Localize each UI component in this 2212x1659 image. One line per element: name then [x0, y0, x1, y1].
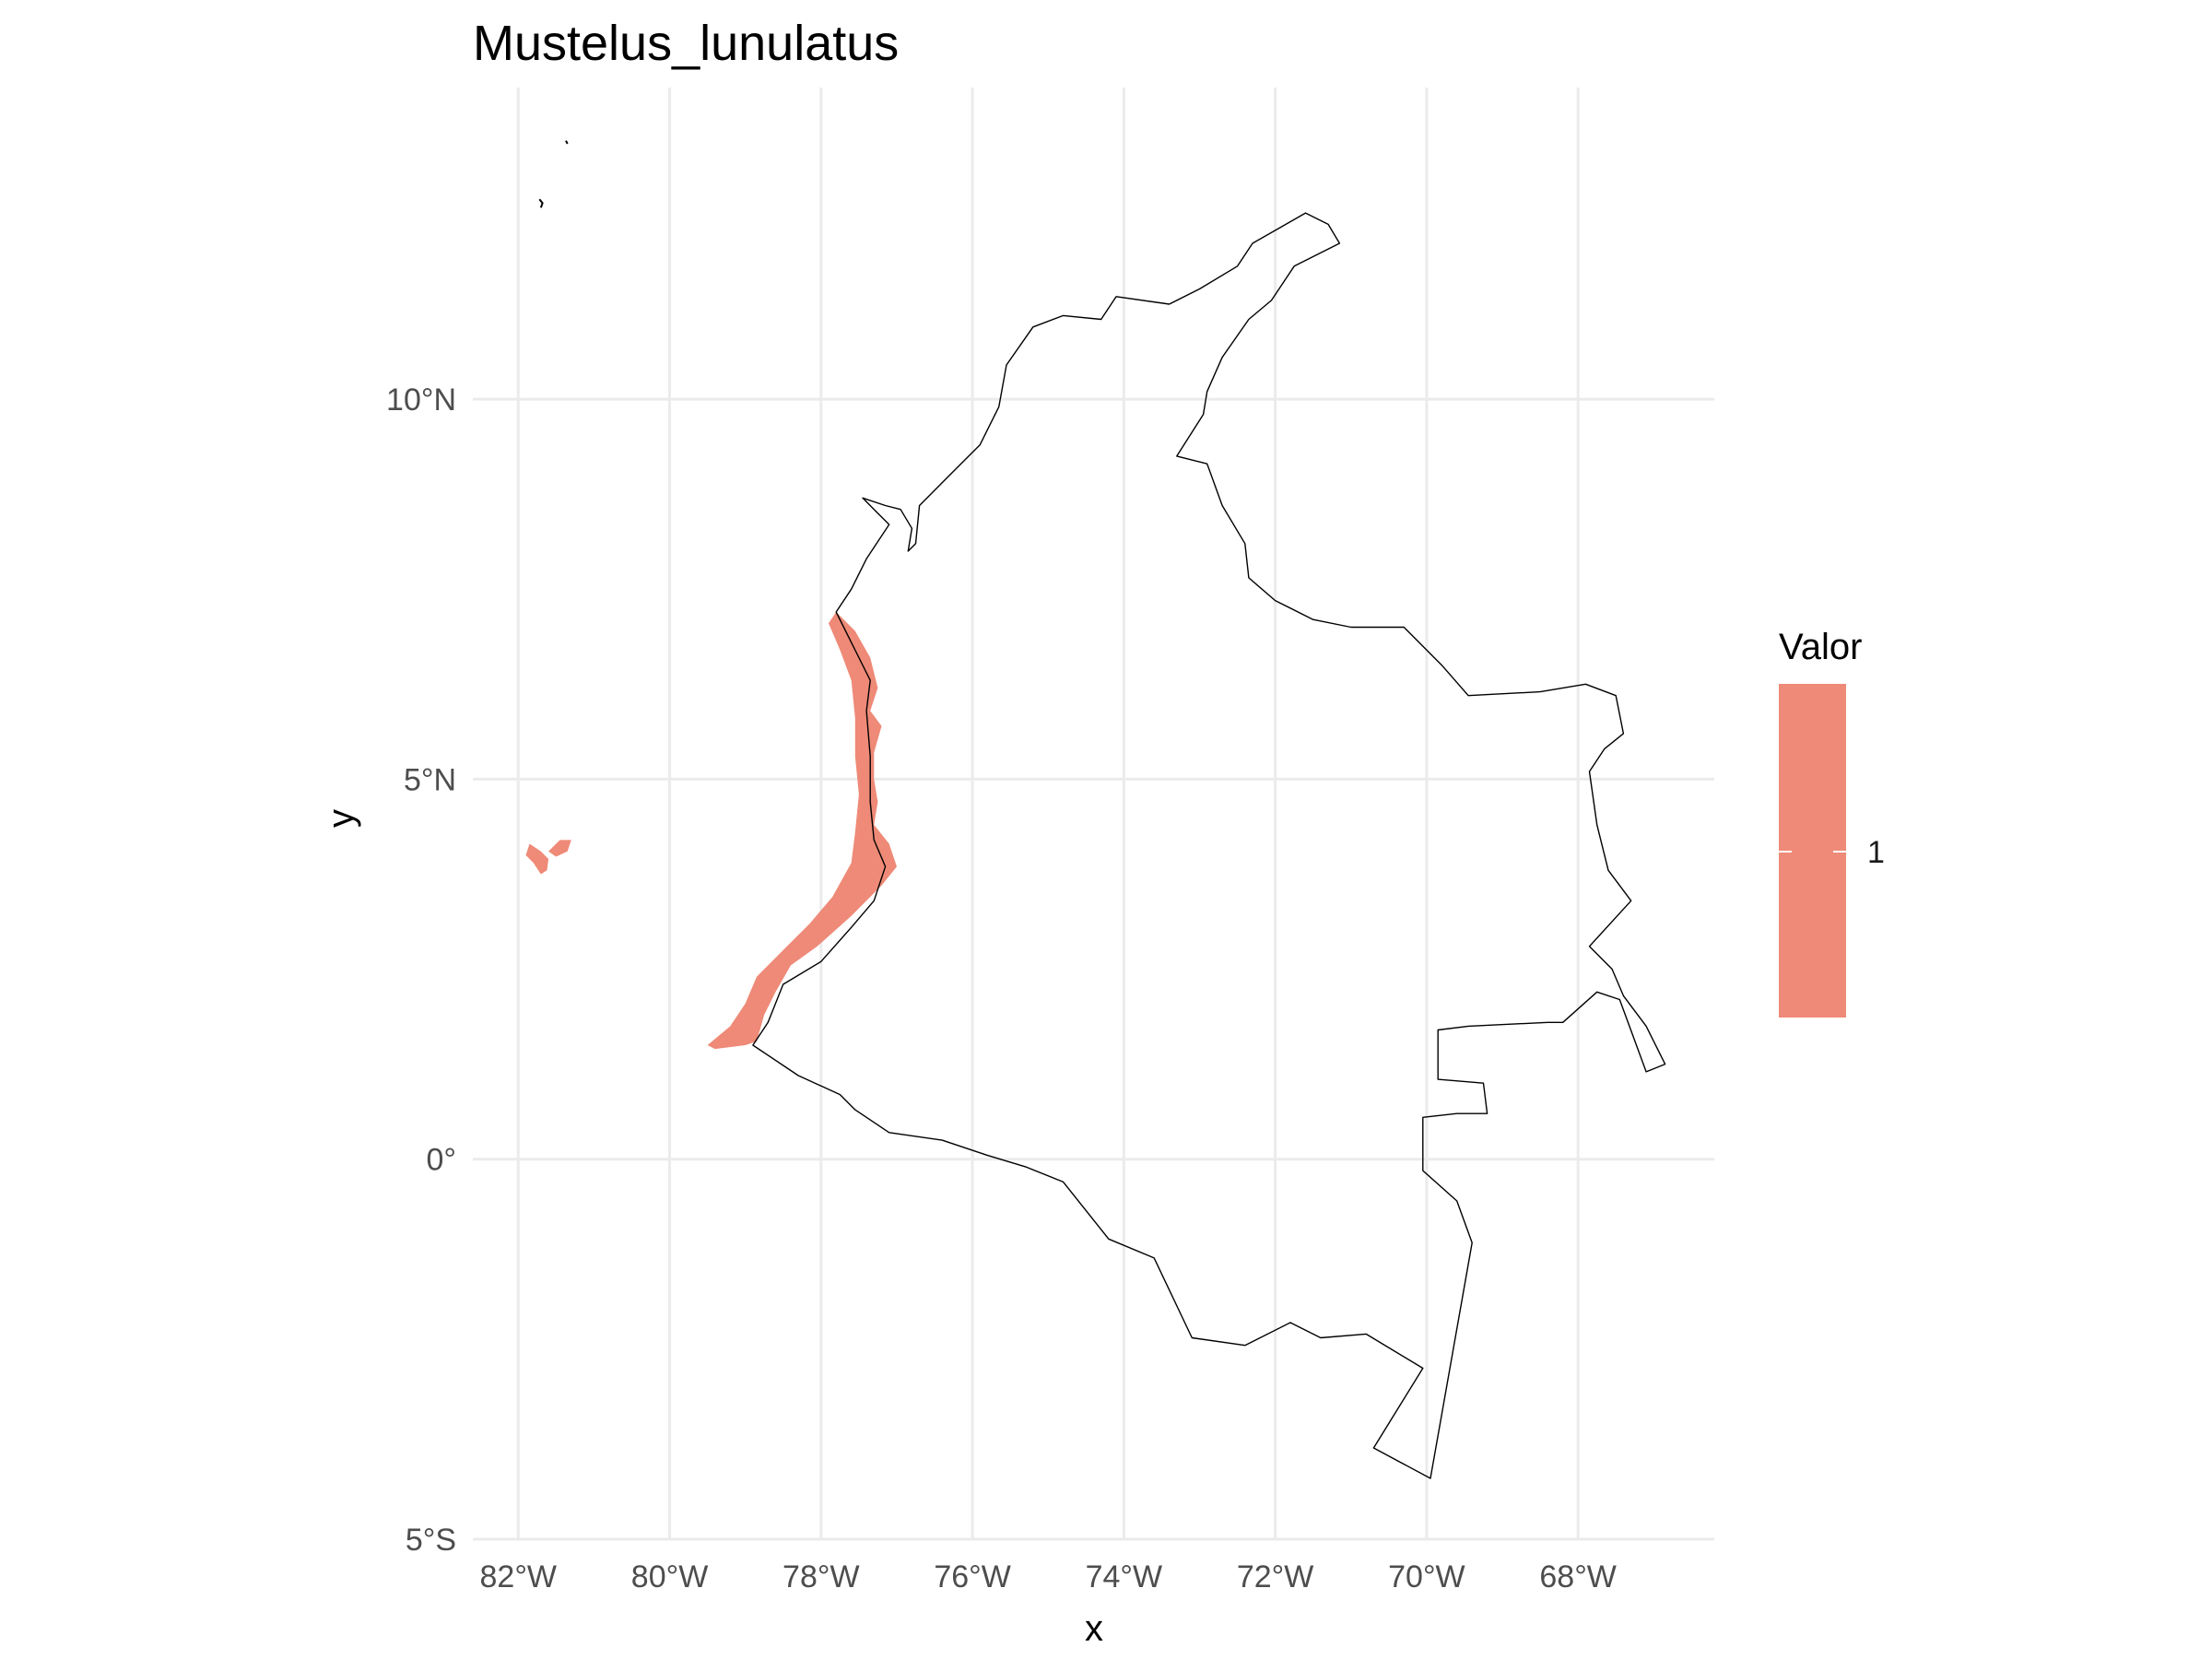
island-outline: [538, 198, 544, 208]
presence-region: [548, 840, 571, 857]
y-tick-label: 5°N: [404, 762, 456, 797]
y-tick-label: 5°S: [406, 1523, 456, 1558]
grid-lines: [473, 88, 1714, 1541]
x-tick-labels: 82°W 80°W 78°W 76°W 74°W 72°W 70°W 68°W: [480, 1559, 1617, 1594]
presence-region: [525, 843, 549, 875]
chart-title: Mustelus_lunulatus: [473, 16, 899, 71]
x-tick-label: 80°W: [631, 1559, 709, 1594]
x-tick-label: 72°W: [1237, 1559, 1314, 1594]
x-tick-label: 82°W: [480, 1559, 558, 1594]
country-border: [752, 212, 1666, 1479]
x-tick-label: 68°W: [1539, 1559, 1617, 1594]
x-axis-title: x: [1085, 1608, 1103, 1649]
y-axis-title: y: [321, 809, 361, 828]
presence-region: [707, 612, 897, 1050]
x-tick-label: 76°W: [934, 1559, 1011, 1594]
legend-title: Valor: [1779, 627, 1862, 667]
x-tick-label: 78°W: [782, 1559, 860, 1594]
presence-layer: [525, 612, 897, 1050]
y-tick-labels: 10°N 5°N 0° 5°S: [386, 382, 456, 1558]
y-tick-label: 0°: [426, 1143, 456, 1178]
x-tick-label: 70°W: [1388, 1559, 1465, 1594]
legend-label: 1: [1867, 835, 1885, 870]
country-outline: [538, 140, 1666, 1479]
island-outline: [565, 140, 569, 145]
y-tick-label: 10°N: [386, 382, 456, 418]
x-tick-label: 74°W: [1086, 1559, 1163, 1594]
legend: Valor 1: [1779, 627, 1885, 1018]
